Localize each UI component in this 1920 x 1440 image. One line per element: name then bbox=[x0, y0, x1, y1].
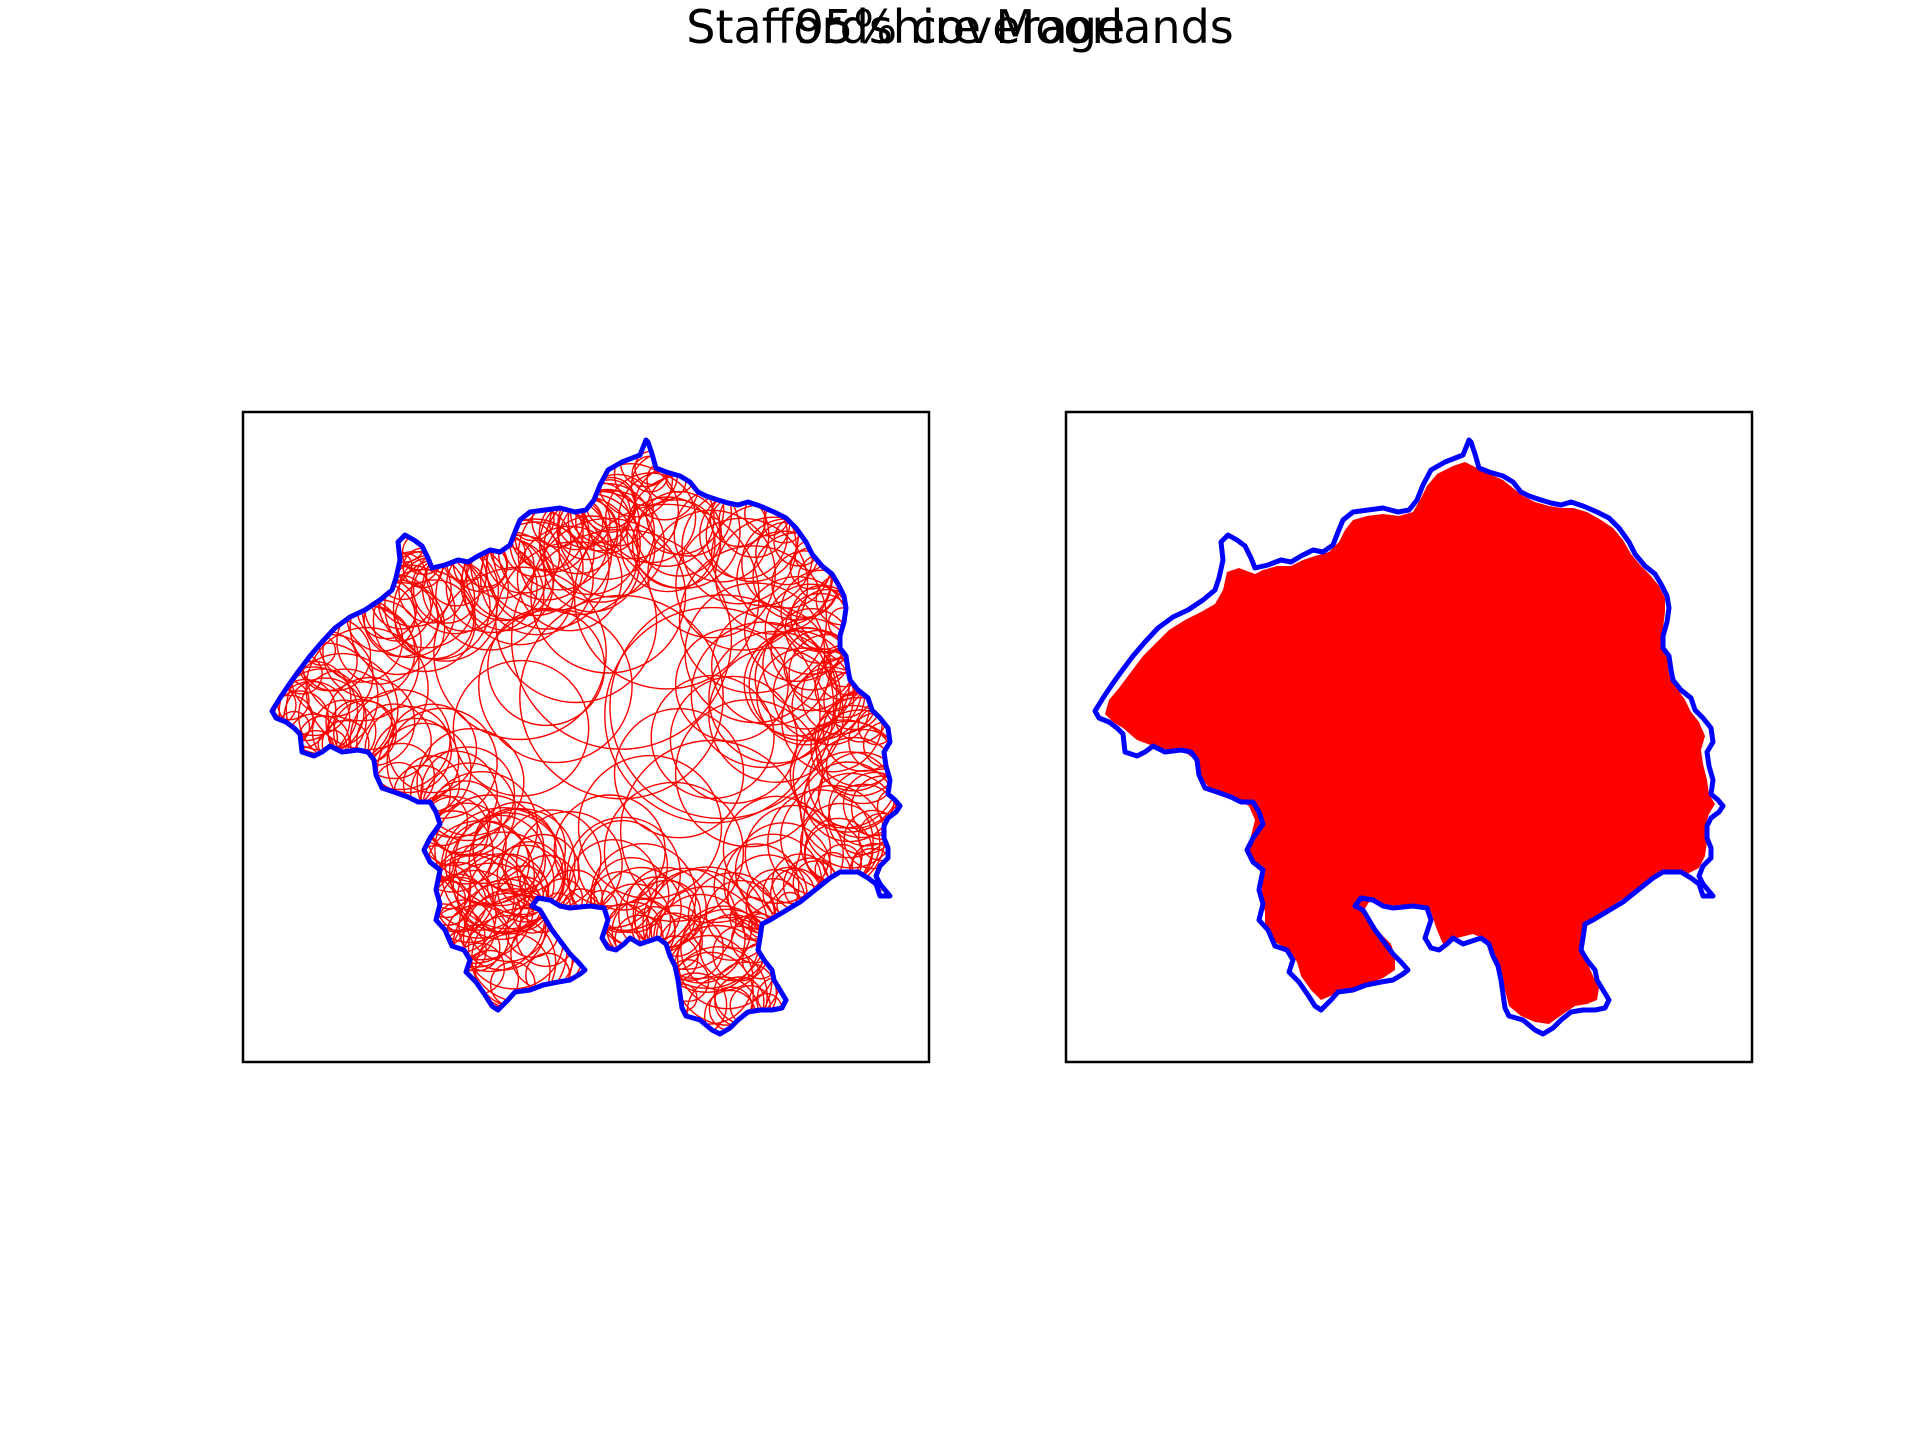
coverage-circle bbox=[420, 746, 516, 842]
coverage-circle bbox=[668, 946, 768, 1034]
coverage-circle bbox=[817, 751, 900, 839]
coverage-circle bbox=[510, 528, 733, 750]
coverage-circle bbox=[642, 868, 753, 980]
coverage-circle bbox=[487, 607, 606, 727]
coverage-circle bbox=[650, 674, 775, 800]
coverage-circle bbox=[495, 540, 658, 704]
coverage-circle bbox=[493, 875, 550, 932]
coverage-circle bbox=[463, 534, 575, 646]
coverage-circle bbox=[530, 517, 687, 674]
coverage-circle bbox=[674, 627, 789, 742]
coverage-circle bbox=[792, 720, 900, 833]
coverage-circle bbox=[433, 566, 607, 741]
coverage-circle bbox=[636, 490, 722, 577]
coverage-circle bbox=[718, 485, 791, 559]
coverage-circle bbox=[609, 594, 835, 820]
coverage-circle bbox=[416, 727, 525, 837]
coverage-circle bbox=[704, 989, 757, 1034]
coverage-circle bbox=[613, 708, 745, 839]
figure-subtitle: 95% coverage bbox=[794, 0, 1126, 54]
coverage-circle bbox=[708, 647, 845, 784]
coverage-circle bbox=[690, 621, 838, 769]
coverage-circle bbox=[669, 675, 798, 804]
coverage-circle bbox=[486, 844, 565, 923]
filled-coverage-panel bbox=[1064, 410, 1754, 1064]
coverage-circle bbox=[516, 525, 623, 632]
coverage-circles bbox=[272, 440, 900, 1034]
coverage-circle bbox=[478, 608, 633, 764]
coverage-circle bbox=[305, 626, 429, 751]
coverage-circle bbox=[356, 703, 432, 780]
coverage-circle bbox=[479, 521, 594, 636]
circle-coverage-panel bbox=[241, 410, 931, 1064]
coverage-circle bbox=[678, 545, 828, 694]
coverage-circle bbox=[589, 871, 652, 934]
left-axes-frame bbox=[241, 410, 931, 1064]
coverage-circle bbox=[542, 515, 641, 613]
coverage-circle bbox=[828, 769, 900, 847]
coverage-circle bbox=[458, 882, 547, 971]
coverage-circle bbox=[519, 594, 724, 800]
coverage-circle bbox=[647, 509, 776, 639]
coverage-circle bbox=[577, 819, 669, 911]
coverage-circle bbox=[619, 496, 716, 593]
coverage-circle bbox=[372, 568, 477, 673]
coverage-circle bbox=[843, 809, 900, 870]
coverage-circle bbox=[363, 581, 439, 658]
figure-title: Staffordshire Moorlands bbox=[686, 0, 1234, 54]
coverage-fill bbox=[1105, 462, 1715, 1024]
right-axes-frame bbox=[1064, 410, 1754, 1064]
coverage-circle bbox=[387, 703, 478, 794]
coverage-circle bbox=[386, 707, 498, 819]
coverage-circle bbox=[756, 647, 855, 746]
district-boundary-right bbox=[1092, 437, 1726, 1037]
coverage-circle bbox=[674, 699, 824, 848]
coverage-circle bbox=[452, 831, 555, 934]
district-boundary-left bbox=[269, 437, 903, 1037]
coverage-circle bbox=[557, 482, 655, 581]
coverage-circle bbox=[815, 709, 900, 797]
coverage-circle bbox=[573, 503, 760, 690]
coverage-circle bbox=[604, 606, 821, 824]
coverage-circle bbox=[381, 517, 427, 563]
coverage-circle bbox=[452, 659, 590, 797]
